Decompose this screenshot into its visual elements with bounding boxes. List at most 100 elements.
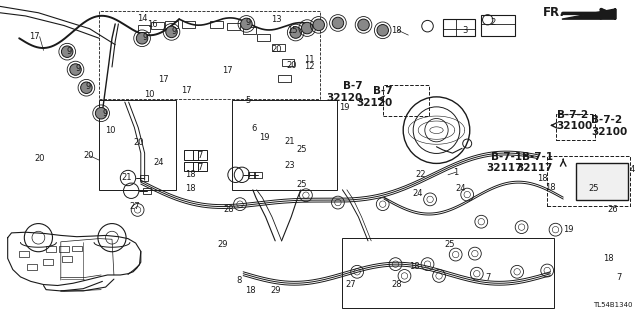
Text: 18: 18 (410, 262, 420, 271)
Bar (243, 27, 256, 34)
Text: 25: 25 (589, 184, 599, 193)
Circle shape (61, 46, 73, 57)
Text: 21: 21 (284, 137, 294, 146)
Bar (140, 175, 148, 181)
Text: 24: 24 (412, 189, 422, 198)
Text: 2: 2 (490, 19, 495, 27)
Text: 23: 23 (284, 161, 294, 170)
Text: 17: 17 (182, 86, 192, 95)
Text: 29: 29 (218, 240, 228, 249)
Text: 27: 27 (346, 280, 356, 289)
Text: 7: 7 (198, 163, 203, 172)
Bar (43, 259, 53, 265)
Text: 27: 27 (129, 202, 140, 211)
Polygon shape (562, 9, 616, 19)
Bar (72, 246, 82, 251)
Text: 12: 12 (304, 63, 314, 71)
Text: 9: 9 (86, 82, 91, 91)
Bar (282, 59, 294, 66)
Text: B-7-2
32100: B-7-2 32100 (591, 115, 628, 137)
Text: 10: 10 (105, 126, 115, 135)
Bar (272, 44, 285, 51)
Bar (99, 11, 320, 99)
Bar (99, 100, 176, 190)
Bar (193, 150, 207, 160)
Circle shape (95, 108, 107, 119)
Bar (556, 114, 595, 140)
Text: 24: 24 (154, 158, 164, 167)
Text: 25: 25 (297, 145, 307, 154)
Circle shape (290, 27, 301, 38)
Text: FR.: FR. (543, 6, 565, 19)
Text: 20: 20 (133, 138, 143, 147)
Text: 7: 7 (485, 273, 490, 282)
Text: 17: 17 (159, 75, 169, 84)
Circle shape (241, 18, 252, 30)
Text: 4: 4 (630, 165, 635, 174)
Bar (210, 21, 223, 28)
Text: 16: 16 (147, 20, 157, 29)
Text: 21: 21 (122, 173, 132, 182)
Text: 18: 18 (186, 170, 196, 179)
Bar (576, 163, 628, 200)
Bar (342, 238, 554, 308)
Text: 20: 20 (35, 154, 45, 163)
Text: 25: 25 (444, 241, 454, 249)
Circle shape (377, 25, 388, 36)
Text: 9: 9 (76, 64, 81, 73)
Text: 29: 29 (270, 286, 280, 295)
Text: 24: 24 (456, 184, 466, 193)
Circle shape (81, 82, 92, 93)
Bar (27, 264, 37, 270)
Circle shape (313, 19, 324, 31)
Text: 20: 20 (271, 45, 282, 54)
Text: 15: 15 (287, 26, 298, 35)
Text: 7: 7 (198, 151, 203, 160)
Text: 28: 28 (392, 280, 402, 289)
Bar (165, 21, 178, 28)
Text: 3: 3 (462, 26, 467, 35)
Polygon shape (600, 9, 616, 19)
Text: 17: 17 (222, 66, 232, 75)
Text: 14: 14 (137, 14, 147, 23)
Bar (227, 23, 240, 30)
Bar (62, 256, 72, 262)
Text: 9: 9 (172, 27, 177, 36)
Text: 18: 18 (392, 26, 402, 35)
Text: 20: 20 (83, 151, 93, 160)
Circle shape (166, 26, 177, 38)
Bar (232, 100, 337, 190)
Text: 9: 9 (67, 47, 72, 56)
Circle shape (301, 22, 313, 34)
Text: 20: 20 (286, 61, 296, 70)
Text: 19: 19 (339, 103, 349, 112)
Text: 9: 9 (142, 33, 147, 42)
Circle shape (358, 19, 369, 31)
Bar (143, 188, 151, 194)
Circle shape (332, 17, 344, 29)
Text: 19: 19 (563, 225, 573, 234)
Text: 11: 11 (304, 55, 314, 63)
Text: 5: 5 (246, 96, 251, 105)
Text: B-7-1
32117: B-7-1 32117 (516, 152, 553, 174)
Bar (278, 75, 291, 82)
Text: B-7
32120: B-7 32120 (356, 86, 393, 108)
Text: 18: 18 (246, 286, 256, 295)
Text: 19: 19 (259, 133, 269, 142)
Text: 7: 7 (616, 273, 621, 282)
Bar (547, 156, 630, 206)
Bar (443, 19, 475, 36)
Bar (151, 22, 164, 29)
Text: 18: 18 (186, 184, 196, 193)
Bar (19, 251, 29, 257)
Text: 17: 17 (29, 32, 40, 41)
Text: 9: 9 (246, 19, 251, 27)
Text: 18: 18 (603, 254, 613, 263)
Bar (184, 162, 198, 171)
Bar (182, 21, 195, 28)
Text: 8: 8 (236, 276, 241, 285)
Text: 26: 26 (608, 205, 618, 214)
Bar (59, 246, 69, 252)
Text: 1: 1 (453, 168, 458, 177)
Bar (257, 34, 270, 41)
